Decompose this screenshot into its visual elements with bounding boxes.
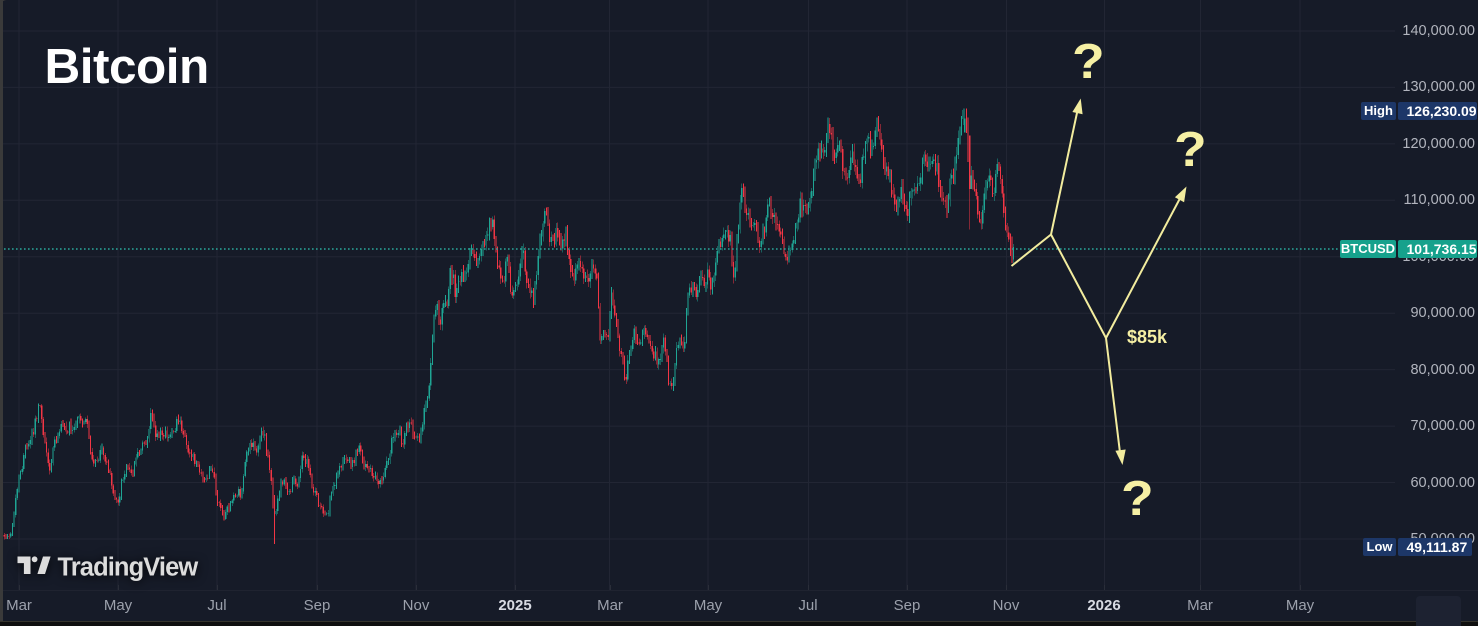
svg-text:TradingView: TradingView (58, 554, 199, 581)
